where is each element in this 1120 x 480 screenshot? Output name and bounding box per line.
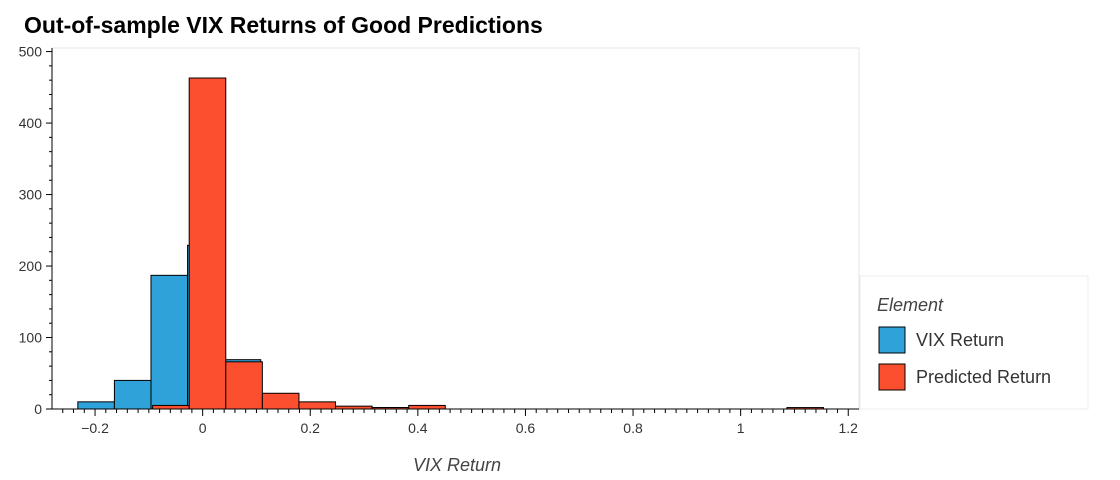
x-tick-label: 0 — [199, 420, 207, 436]
bar-vix-return-1 — [113, 379, 152, 410]
y-tick-label: 200 — [19, 258, 43, 274]
legend-label-vix-return: VIX Return — [916, 330, 1004, 350]
bar-predicted-return-1 — [188, 77, 227, 410]
bar-predicted-return-4 — [298, 401, 337, 410]
bar-vix-return-2 — [150, 274, 189, 410]
legend-title: Element — [877, 295, 944, 315]
x-tick-label: 1 — [737, 420, 745, 436]
y-tick-label: 100 — [19, 330, 43, 346]
x-axis-label: VIX Return — [413, 455, 501, 475]
bar-vix-return-0 — [77, 401, 115, 410]
x-tick-label: 1.2 — [839, 420, 859, 436]
bar-predicted-return-3 — [261, 392, 300, 410]
chart-title: Out-of-sample VIX Returns of Good Predic… — [24, 12, 543, 38]
legend-swatch-predicted-return — [878, 363, 906, 391]
legend: Element VIX Return Predicted Return — [859, 275, 1089, 410]
y-tick-label: 500 — [19, 44, 43, 60]
x-tick-label: 0.6 — [516, 420, 536, 436]
legend-label-predicted-return: Predicted Return — [916, 367, 1051, 387]
y-tick-label: 400 — [19, 115, 43, 131]
bar-predicted-return-0 — [152, 404, 190, 410]
x-tick-label: 0.4 — [408, 420, 428, 436]
x-tick-label: −0.2 — [81, 420, 109, 436]
x-tick-label: 0.8 — [623, 420, 643, 436]
y-tick-label: 0 — [34, 401, 42, 417]
bars-layer — [77, 77, 824, 410]
legend-swatch-vix-return — [878, 326, 906, 354]
axes-layer: 0 100 200 300 400 500 −0.2 0 0.2 0.4 0.6 0.8 1 1.2 — [19, 44, 859, 436]
y-tick-label: 300 — [19, 187, 43, 203]
bar-predicted-return-7 — [408, 404, 446, 410]
x-tick-label: 0.2 — [301, 420, 321, 436]
bar-predicted-return-2 — [225, 361, 263, 410]
